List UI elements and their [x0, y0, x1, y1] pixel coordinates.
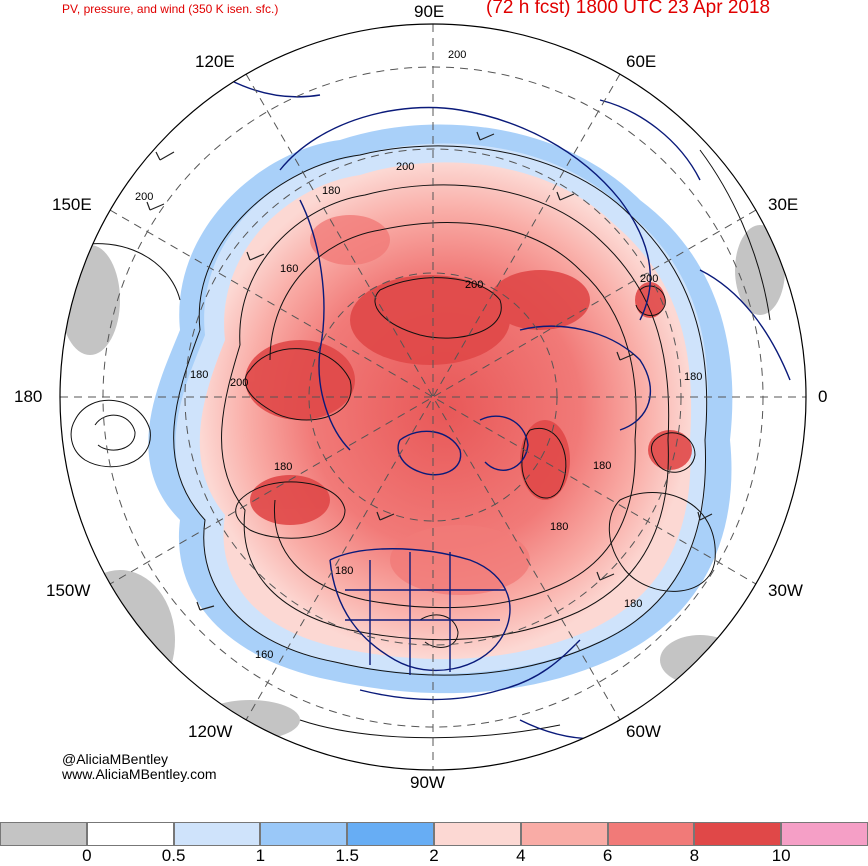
lon-label-30w: 30W — [768, 581, 803, 600]
colorbar — [0, 822, 868, 846]
colorbar-segment — [520, 822, 608, 846]
map-boundary — [59, 23, 807, 771]
colorbar-segment — [607, 822, 695, 846]
title-left: PV, pressure, and wind (350 K isen. sfc.… — [62, 2, 279, 16]
colorbar-tick-label: 0.5 — [161, 846, 186, 865]
colorbar-ticks: 0 0.5 1 1.5 2 4 6 8 10 — [0, 846, 868, 865]
wind-barbs — [146, 131, 713, 611]
colorbar-tick-label: 2 — [429, 846, 439, 865]
contour-label: 180 — [322, 185, 340, 197]
colorbar-segment — [347, 822, 434, 846]
lon-label-90e: 90E — [414, 2, 445, 21]
lon-label-60w: 60W — [626, 722, 661, 741]
contour-label: 180 — [593, 460, 611, 472]
colorbar-tick-label: 1 — [255, 846, 266, 865]
contour-label: 200 — [135, 191, 153, 203]
graticule — [60, 24, 806, 770]
map-content: 200 200 200 180 200 200 160 180 200 180 … — [60, 24, 806, 770]
polar-map: 200 200 200 180 200 200 160 180 200 180 … — [59, 23, 807, 771]
colorbar-segment — [0, 822, 87, 846]
colorbar-tick-label: 4 — [516, 846, 526, 865]
lon-label-60e: 60E — [626, 52, 657, 71]
lon-label-180: 180 — [14, 387, 43, 406]
colorbar-tick-label: 6 — [602, 846, 613, 865]
lon-label-150w: 150W — [46, 581, 91, 600]
contour-label: 160 — [255, 649, 273, 661]
colorbar-tick-label: 0 — [82, 846, 92, 865]
contour-label: 180 — [550, 521, 568, 533]
title-right: (72 h fcst) 1800 UTC 23 Apr 2018 — [486, 0, 771, 18]
lon-label-150e: 150E — [52, 195, 92, 214]
contour-label: 200 — [230, 377, 248, 389]
contour-label: 200 — [640, 273, 658, 285]
colorbar-segment — [781, 822, 868, 846]
colorbar-tick-label: 10 — [771, 846, 791, 865]
contour-labels: 200 200 200 180 200 200 160 180 200 180 … — [135, 49, 702, 661]
contour-label: 180 — [274, 461, 292, 473]
lon-label-0: 0 — [818, 387, 828, 406]
lon-label-90w: 90W — [410, 773, 445, 792]
colorbar-tick-label: 8 — [689, 846, 700, 865]
credit-site: www.AliciaMBentley.com — [62, 766, 217, 782]
contour-label: 200 — [448, 49, 466, 61]
coastlines — [229, 79, 791, 740]
colorbar-segment — [694, 822, 782, 846]
colorbar-segment — [433, 822, 521, 846]
lon-label-30e: 30E — [768, 195, 799, 214]
colorbar-segment — [173, 822, 261, 846]
credit-handle: @AliciaMBentley — [62, 751, 169, 767]
colorbar-segment — [86, 822, 174, 846]
contour-label: 180 — [190, 369, 208, 381]
contour-label: 180 — [624, 598, 642, 610]
contour-label: 180 — [684, 371, 702, 383]
contour-label: 200 — [465, 279, 483, 291]
lon-label-120w: 120W — [188, 722, 233, 741]
contour-label: 180 — [335, 565, 353, 577]
colorbar-tick-label: 1.5 — [335, 846, 360, 865]
contour-label: 160 — [280, 263, 298, 275]
lon-label-120e: 120E — [195, 52, 235, 71]
colorbar-segment — [260, 822, 348, 846]
contour-label: 200 — [396, 161, 414, 173]
